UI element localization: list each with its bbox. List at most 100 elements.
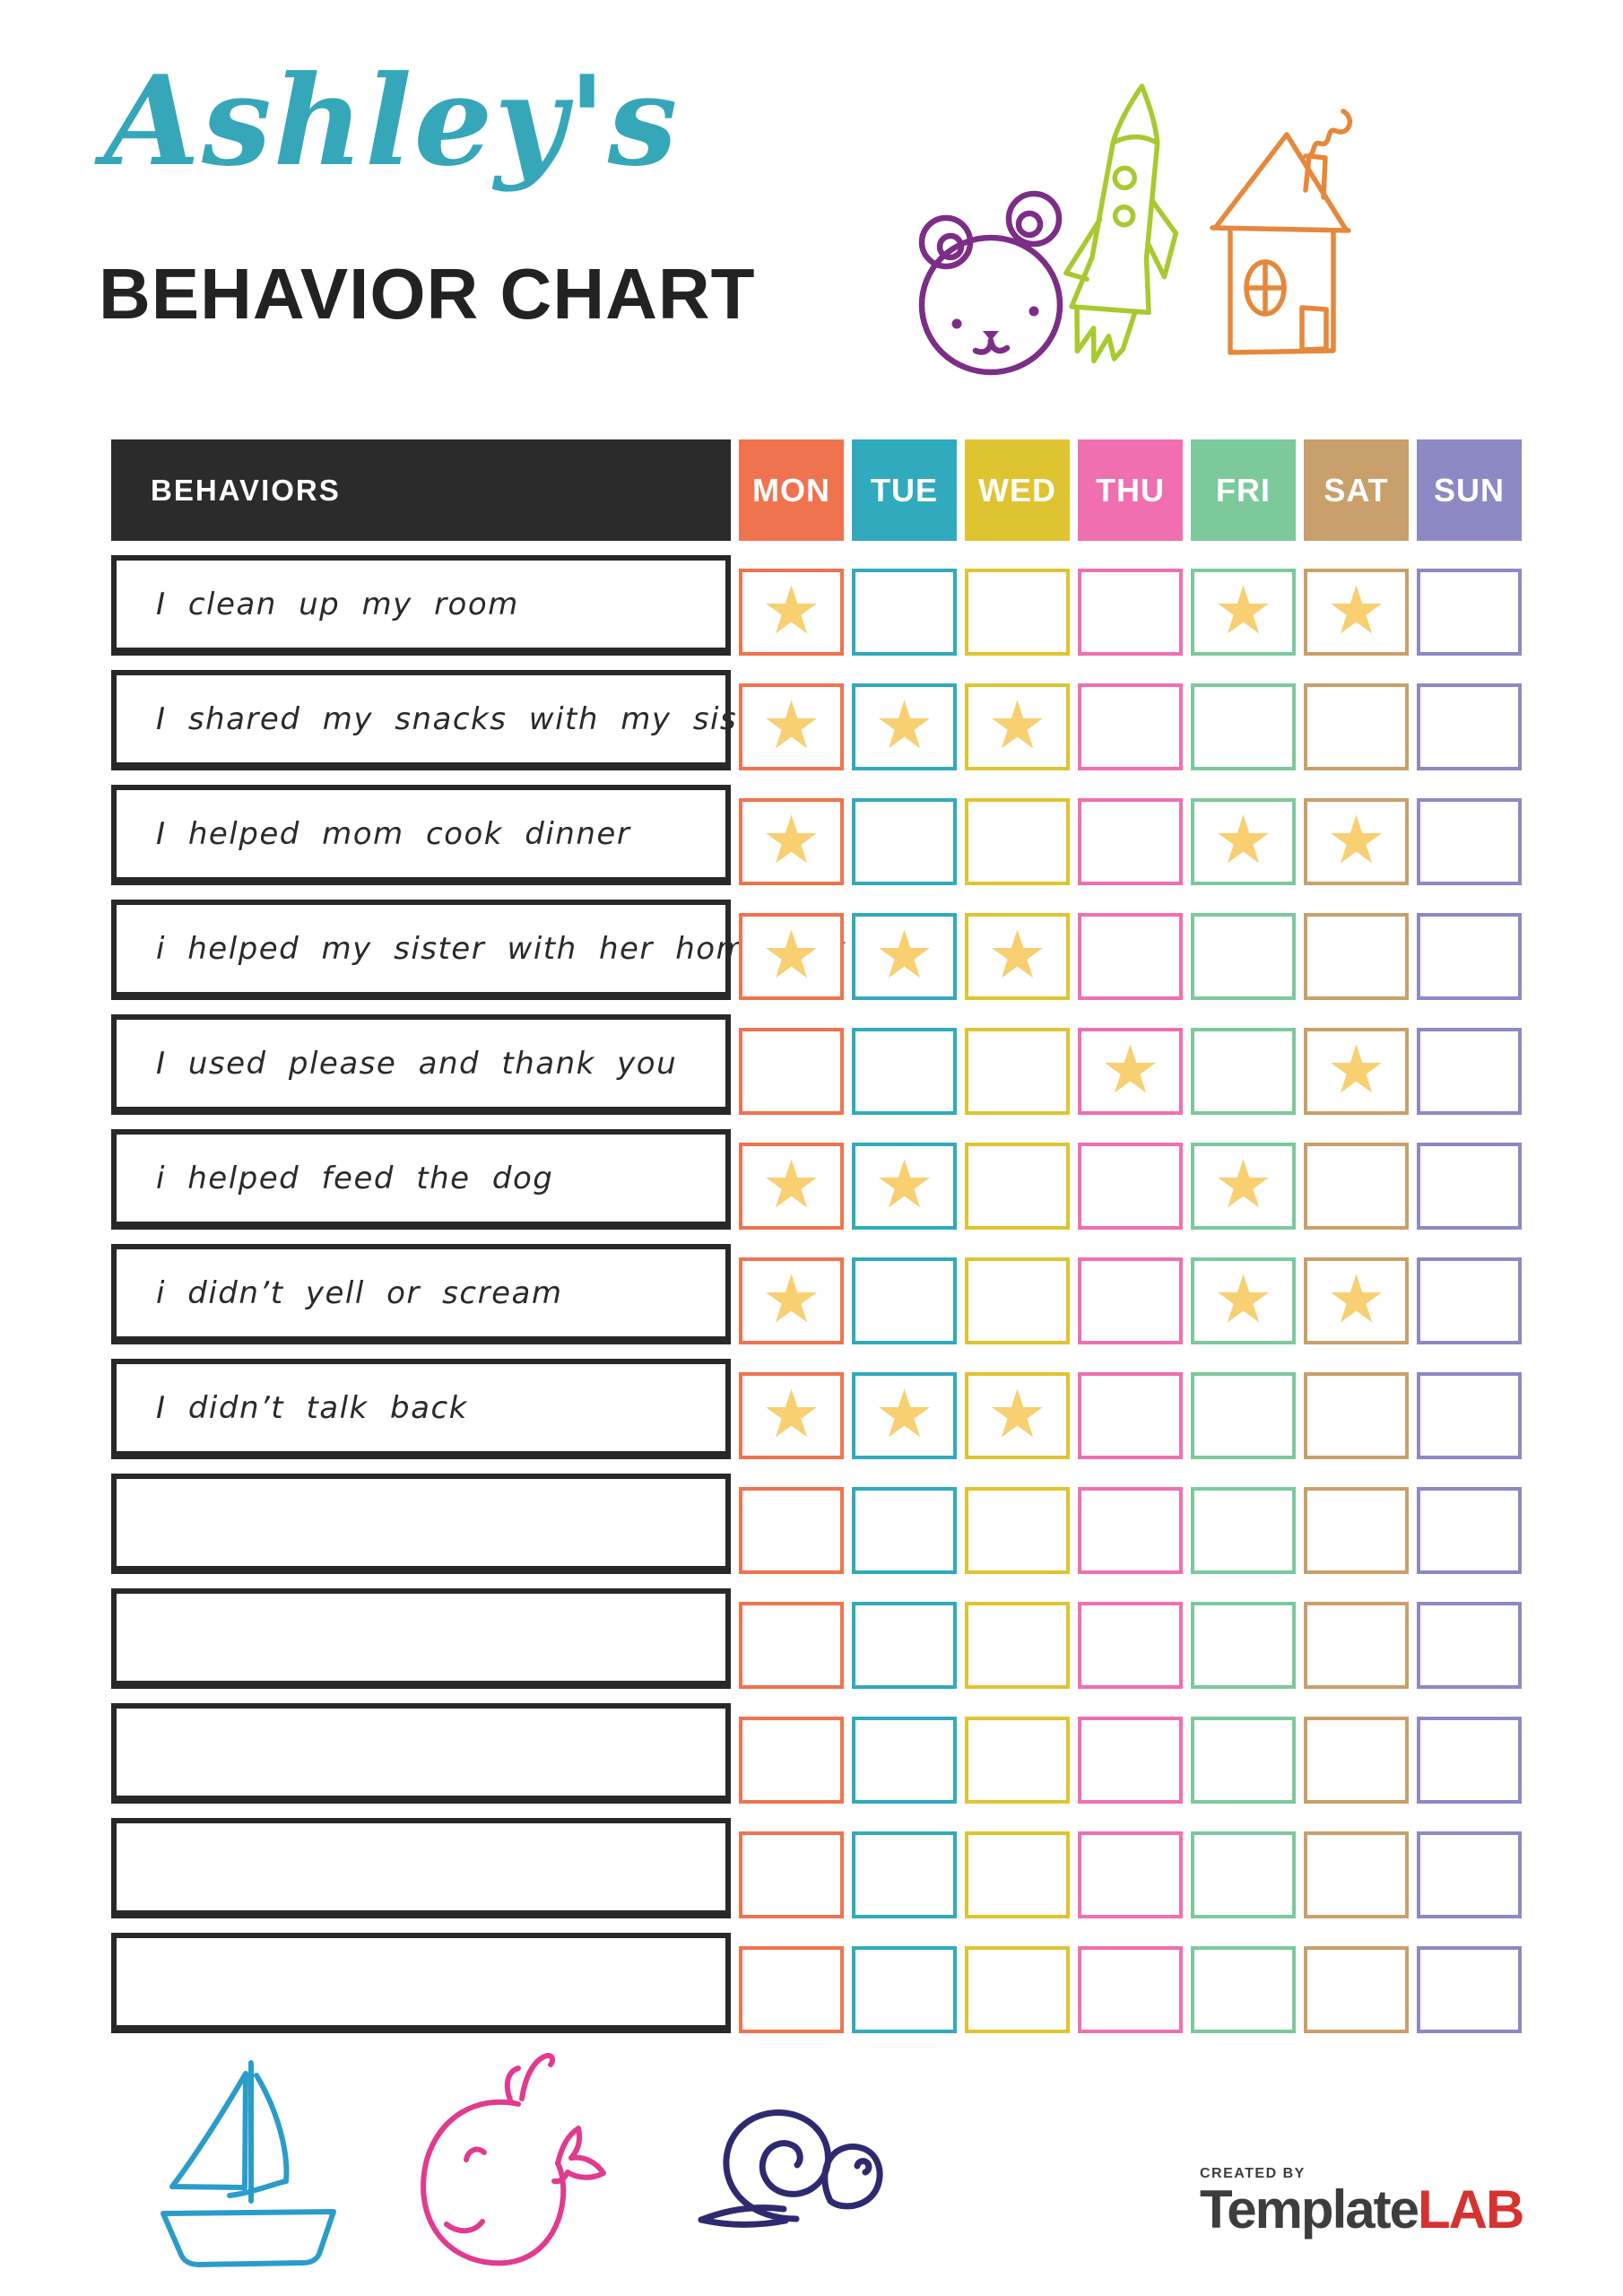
day-cell-wed-row-11 [965,1717,1070,1804]
day-cell-tue-row-1 [852,569,957,656]
day-cell-thu-row-13 [1078,1946,1183,2033]
created-by-label: CREATED BY [1200,2166,1306,2181]
day-cell-sat-row-10 [1304,1602,1409,1689]
day-cell-tue-row-12 [852,1831,957,1918]
day-cell-tue-row-4: ★ [852,913,957,1000]
behavior-label-row-7: i didn’t yell or scream [111,1244,731,1344]
day-cell-sun-row-5 [1417,1028,1522,1115]
day-cell-sun-row-1 [1417,569,1522,656]
behavior-chart-table: BEHAVIORS MON TUE WED THU FRI SAT SUN I clean up… [111,439,1522,2033]
day-cell-thu-row-3 [1078,798,1183,885]
page-title: BEHAVIOR CHART [99,254,756,334]
day-cell-mon-row-8: ★ [739,1372,844,1459]
star-icon: ★ [987,686,1047,764]
day-cell-fri-row-12 [1191,1831,1296,1918]
behavior-label-row-6: i helped feed the dog [111,1129,731,1230]
day-cell-wed-row-6 [965,1143,1070,1230]
star-icon: ★ [1100,1031,1160,1109]
star-icon: ★ [761,1260,821,1338]
day-cell-wed-row-12 [965,1831,1070,1918]
day-cell-thu-row-10 [1078,1602,1183,1689]
day-cell-sun-row-9 [1417,1487,1522,1574]
day-cell-tue-row-3 [852,798,957,885]
star-icon: ★ [761,1145,821,1223]
day-cell-tue-row-9 [852,1487,957,1574]
day-cell-sat-row-6 [1304,1143,1409,1230]
star-icon: ★ [874,686,934,764]
day-cell-tue-row-10 [852,1602,957,1689]
day-cell-mon-row-11 [739,1717,844,1804]
day-cell-sat-row-4 [1304,913,1409,1000]
star-icon: ★ [1213,1145,1273,1223]
day-header-sat: SAT [1304,439,1409,541]
day-cell-sat-row-13 [1304,1946,1409,2033]
day-cell-wed-row-10 [965,1602,1070,1689]
star-icon: ★ [1326,1260,1386,1338]
day-header-fri: FRI [1191,439,1296,541]
day-cell-fri-row-5 [1191,1028,1296,1115]
day-cell-mon-row-6: ★ [739,1143,844,1230]
behavior-label-row-10 [111,1588,731,1689]
day-header-thu: THU [1078,439,1183,541]
behavior-label-row-5: I used please and thank you [111,1014,731,1115]
day-cell-sun-row-6 [1417,1143,1522,1230]
day-cell-thu-row-4 [1078,913,1183,1000]
brand-name: Template [1200,2179,1419,2239]
day-cell-fri-row-7: ★ [1191,1257,1296,1344]
behavior-label-row-1: I clean up my room [111,555,731,656]
day-cell-sun-row-4 [1417,913,1522,1000]
day-cell-sat-row-7: ★ [1304,1257,1409,1344]
day-cell-thu-row-5: ★ [1078,1028,1183,1115]
day-cell-mon-row-1: ★ [739,569,844,656]
day-cell-wed-row-5 [965,1028,1070,1115]
star-icon: ★ [1213,801,1273,879]
day-cell-fri-row-13 [1191,1946,1296,2033]
day-cell-fri-row-3: ★ [1191,798,1296,885]
day-cell-thu-row-9 [1078,1487,1183,1574]
day-cell-mon-row-9 [739,1487,844,1574]
day-cell-tue-row-8: ★ [852,1372,957,1459]
day-cell-thu-row-1 [1078,569,1183,656]
day-cell-sun-row-7 [1417,1257,1522,1344]
star-icon: ★ [874,1145,934,1223]
day-cell-sat-row-11 [1304,1717,1409,1804]
day-cell-tue-row-11 [852,1717,957,1804]
star-icon: ★ [761,571,821,649]
day-cell-wed-row-8: ★ [965,1372,1070,1459]
behavior-label-row-8: I didn’t talk back [111,1359,731,1459]
star-icon: ★ [987,916,1047,994]
day-cell-sun-row-13 [1417,1946,1522,2033]
house-icon [1210,109,1353,355]
behavior-label-row-4: i helped my sister with her homework [111,900,845,1000]
day-cell-sun-row-12 [1417,1831,1522,1918]
day-cell-sat-row-2 [1304,683,1409,770]
day-cell-wed-row-3 [965,798,1070,885]
day-cell-wed-row-7 [965,1257,1070,1344]
day-cell-wed-row-13 [965,1946,1070,2033]
day-cell-fri-row-8 [1191,1372,1296,1459]
day-cell-sun-row-3 [1417,798,1522,885]
day-cell-mon-row-7: ★ [739,1257,844,1344]
behavior-label-row-11 [111,1703,731,1804]
day-header-sun: SUN [1417,439,1522,541]
day-cell-sat-row-12 [1304,1831,1409,1918]
day-cell-sat-row-8 [1304,1372,1409,1459]
day-cell-sat-row-5: ★ [1304,1028,1409,1115]
day-cell-sat-row-3: ★ [1304,798,1409,885]
day-cell-thu-row-8 [1078,1372,1183,1459]
day-cell-thu-row-12 [1078,1831,1183,1918]
star-icon: ★ [1213,571,1273,649]
templatelab-logo: CREATED BY TemplateLAB [1200,2166,1524,2239]
day-cell-wed-row-9 [965,1487,1070,1574]
snail-icon [698,2109,883,2228]
star-icon: ★ [1213,1260,1273,1338]
day-cell-tue-row-5 [852,1028,957,1115]
day-cell-tue-row-13 [852,1946,957,2033]
day-cell-thu-row-11 [1078,1717,1183,1804]
star-icon: ★ [874,1375,934,1453]
day-cell-tue-row-6: ★ [852,1143,957,1230]
sailboat-icon [161,2060,336,2267]
star-icon: ★ [761,1375,821,1453]
day-cell-fri-row-2 [1191,683,1296,770]
day-cell-sun-row-8 [1417,1372,1522,1459]
